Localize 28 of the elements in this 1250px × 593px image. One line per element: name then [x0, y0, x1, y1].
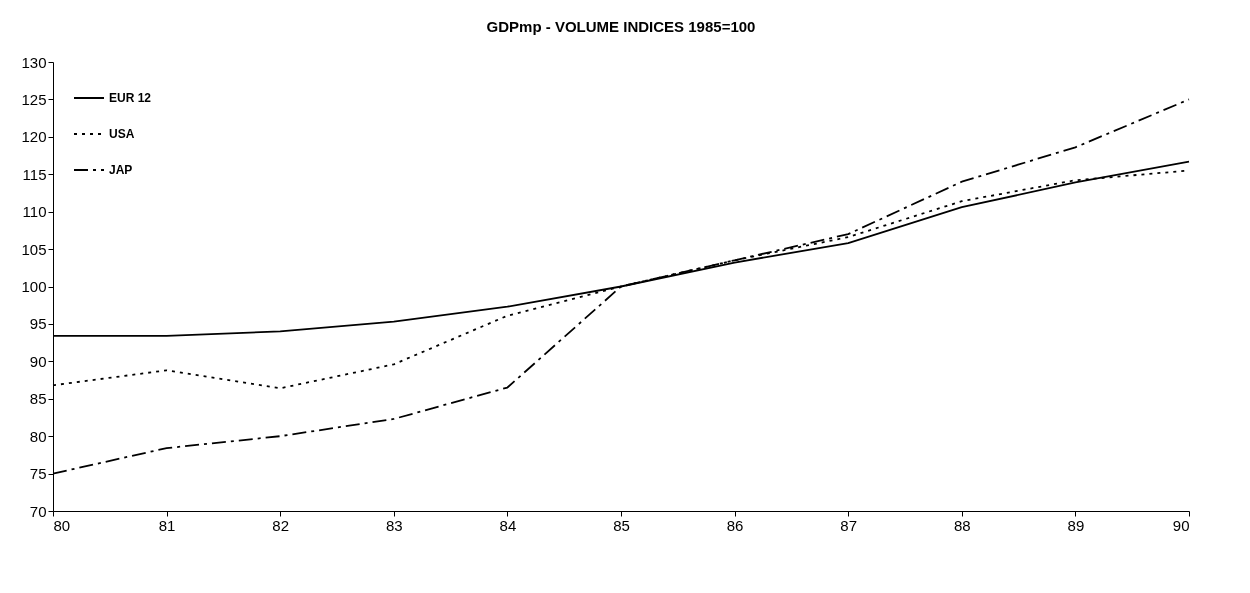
x-tick-label: 88 [953, 516, 971, 534]
x-tick-label: 84 [499, 516, 517, 534]
y-tick-label: 110 [22, 203, 47, 221]
y-tick-label: 85 [29, 390, 47, 408]
x-tick-label: 83 [385, 516, 403, 534]
chart-title: GDPmp - VOLUME INDICES 1985=100 [486, 18, 756, 35]
legend-label: JAP [109, 163, 133, 177]
legend-label: USA [109, 127, 135, 141]
y-tick-label: 100 [21, 278, 47, 295]
x-tick-label: 81 [158, 516, 176, 534]
y-tick-label: 125 [21, 90, 47, 108]
y-tick-label: 120 [21, 128, 47, 146]
y-tick-label: 70 [29, 502, 47, 520]
y-tick-label: 130 [21, 53, 47, 71]
x-tick-label: 86 [726, 516, 744, 534]
y-tick-label: 95 [29, 315, 47, 333]
y-tick-label: 80 [29, 427, 47, 445]
x-tick-label: 90 [1172, 516, 1190, 534]
legend-label: EUR 12 [109, 91, 152, 105]
x-tick-label: 85 [613, 516, 630, 534]
x-tick-label: 87 [840, 516, 858, 534]
x-tick-label: 89 [1067, 516, 1085, 534]
y-tick-label: 90 [29, 352, 47, 370]
y-tick-label: 75 [29, 465, 47, 483]
y-tick-label: 115 [22, 165, 47, 183]
y-tick-label: 105 [21, 240, 47, 258]
x-tick-label: 80 [53, 516, 71, 534]
x-tick-label: 82 [272, 516, 290, 534]
